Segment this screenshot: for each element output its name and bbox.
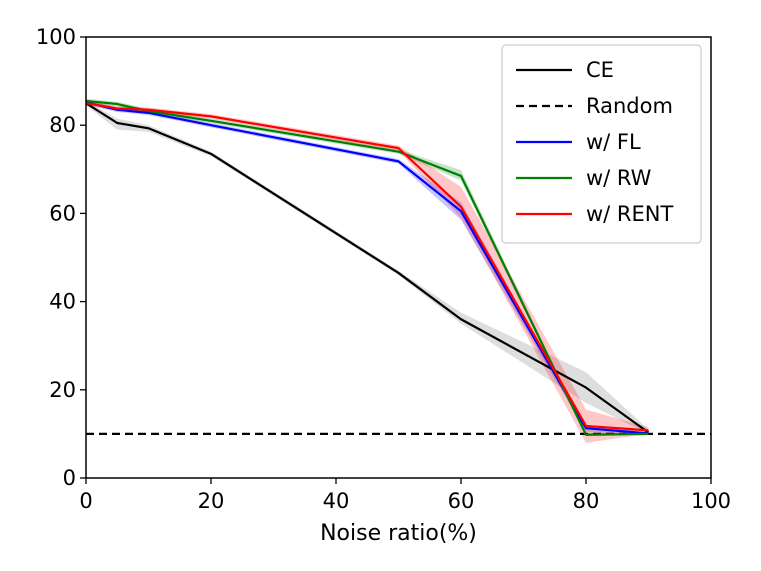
line-ce <box>85 102 650 434</box>
legend-item-w-rent: w/ RENT <box>516 202 673 226</box>
error-bands <box>86 98 649 443</box>
line-w-rent <box>85 102 649 432</box>
axis-ticks: 0 20 40 60 80 100 0 20 40 60 80 100 <box>36 25 731 513</box>
x-tick-label: 20 <box>198 489 225 513</box>
series-ce <box>85 102 650 434</box>
legend-item-random: Random <box>516 94 673 118</box>
legend-label: w/ RW <box>586 166 652 190</box>
x-tick-label: 0 <box>79 489 92 513</box>
legend-label: Random <box>586 94 673 118</box>
y-tick-label: 20 <box>49 378 76 402</box>
band-ce <box>86 100 649 434</box>
legend-label: w/ FL <box>586 130 641 154</box>
x-tick-label: 40 <box>323 489 350 513</box>
plot-frame <box>85 36 712 479</box>
legend-item-w-fl: w/ FL <box>516 130 641 154</box>
x-tick-label: 80 <box>573 489 600 513</box>
y-tick-label: 100 <box>36 25 76 49</box>
legend-label: CE <box>586 58 614 82</box>
legend-label: w/ RENT <box>586 202 673 226</box>
legend-item-ce: CE <box>516 58 614 82</box>
x-axis-label: Noise ratio(%) <box>320 521 477 546</box>
legend: CE Random w/ FL w/ RW w/ RENT <box>501 44 702 244</box>
series-w-rent <box>85 102 649 432</box>
series-lines <box>85 99 711 436</box>
y-tick-label: 60 <box>49 201 76 225</box>
x-tick-label: 60 <box>448 489 475 513</box>
y-tick-label: 40 <box>49 290 76 314</box>
y-tick-label: 80 <box>49 113 76 137</box>
legend-box <box>501 44 702 244</box>
legend-item-w-rw: w/ RW <box>516 166 652 190</box>
y-tick-label: 0 <box>63 466 76 490</box>
x-tick-label: 100 <box>691 489 731 513</box>
